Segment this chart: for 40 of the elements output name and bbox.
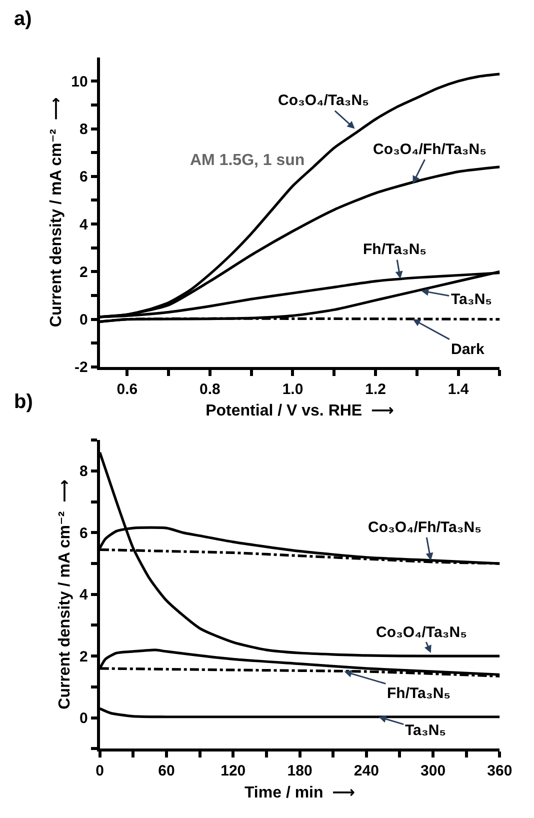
- y-axis-title: Current density / mA cm⁻² ⟶: [48, 97, 66, 328]
- annotation: Co₃O₄/Fh/Ta₃N₅: [368, 519, 482, 536]
- chart-title: a): [14, 8, 32, 30]
- y-tick-label: 8: [80, 121, 88, 138]
- y-tick-label: 0: [80, 312, 88, 329]
- x-axis-title: Potential / V vs. RHE ⟶: [206, 402, 394, 420]
- annotation: Ta₃N₅: [405, 722, 446, 739]
- x-tick-label: 0.8: [200, 380, 220, 398]
- x-tick-label: 240: [354, 762, 379, 780]
- y-tick-label: 0: [80, 710, 88, 728]
- x-tick-label: 1.2: [365, 380, 386, 398]
- x-tick-label: 180: [287, 762, 312, 780]
- annotation: AM 1.5G, 1 sun: [190, 152, 305, 169]
- y-tick-label: 2: [80, 648, 88, 666]
- x-tick-label: 0: [96, 762, 104, 780]
- annotation: Co₃O₄/Ta₃N₅: [376, 624, 468, 641]
- y-axis-title: Current density / mA cm⁻² ⟶: [56, 479, 74, 710]
- annotation: Co₃O₄/Ta₃N₅: [278, 92, 370, 109]
- y-tick-label: 10: [71, 73, 88, 90]
- x-axis-title: Time / min ⟶: [244, 784, 356, 802]
- x-tick-label: 120: [220, 762, 246, 780]
- text: 1.0: [282, 380, 304, 398]
- x-tick-label: 60: [158, 762, 175, 780]
- y-tick-label: 4: [80, 216, 89, 234]
- annotation: Fh/Ta₃N₅: [387, 685, 451, 702]
- x-tick-label: 300: [420, 762, 446, 780]
- annotation: Dark: [451, 341, 486, 358]
- y-tick-label: -2: [74, 359, 88, 376]
- y-tick-label: 6: [80, 168, 88, 186]
- y-tick-label: 2: [80, 264, 88, 281]
- y-tick-label: 6: [80, 524, 88, 542]
- annotation: Fh/Ta₃N₅: [363, 241, 427, 258]
- annotation: Ta₃N₅: [451, 291, 492, 308]
- x-tick-label: 0.6: [116, 380, 138, 398]
- annotation: Co₃O₄/Fh/Ta₃N₅: [373, 141, 487, 158]
- x-tick-label: 360: [487, 762, 512, 780]
- x-tick-label: 1.4: [448, 380, 470, 398]
- y-tick-label: 8: [80, 463, 88, 480]
- chart-title: b): [14, 391, 33, 413]
- y-tick-label: 4: [80, 586, 89, 604]
